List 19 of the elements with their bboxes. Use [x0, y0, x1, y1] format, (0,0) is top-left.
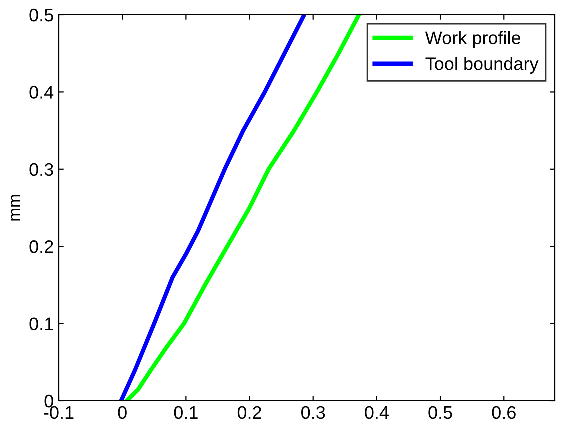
y-tick-label: 0.4	[30, 86, 54, 99]
x-tick-label: -0.1	[44, 406, 74, 420]
y-axis-title: mm	[11, 195, 20, 221]
y-tick-label: 0.1	[30, 318, 54, 331]
line-series	[119, 15, 307, 401]
x-tick-label: 0.3	[302, 406, 326, 420]
y-tick-label: 0.2	[30, 240, 54, 254]
x-tick-label: 0.5	[428, 406, 452, 420]
y-tick-label: 0.3	[30, 163, 54, 176]
x-tick-label: 0.1	[174, 406, 198, 420]
x-tick-label: 0.6	[492, 406, 516, 420]
y-tick-label: 0.5	[30, 8, 54, 22]
legend-label: Work profile	[425, 31, 521, 48]
x-tick-label: 0	[118, 406, 127, 420]
x-tick-label: 0.2	[238, 406, 262, 420]
legend-label: Tool boundary	[426, 57, 539, 74]
y-tick-label: 0	[44, 394, 54, 408]
line-series	[124, 15, 362, 401]
x-tick-label: 0.4	[365, 406, 389, 420]
